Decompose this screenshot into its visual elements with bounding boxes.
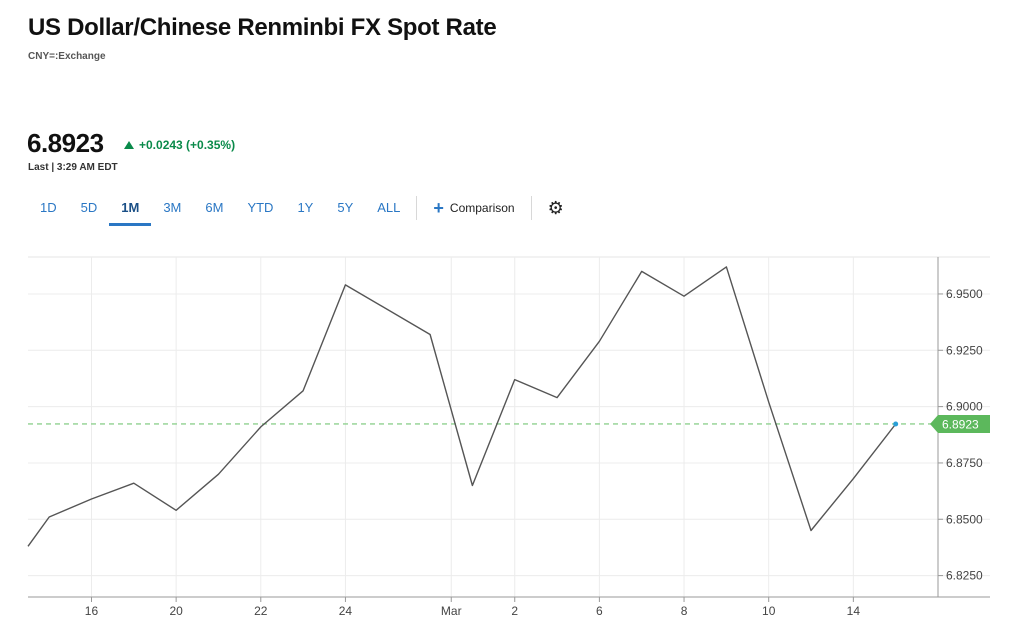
last-value-badge-label: 6.8923 [942,417,979,431]
range-tab-1m[interactable]: 1M [109,190,152,226]
chart-series [27,266,938,547]
range-tab-5d[interactable]: 5D [80,200,98,215]
x-tick-label: 20 [169,604,183,618]
toolbar-divider [416,196,418,220]
y-tick-label: 6.9500 [946,287,983,301]
y-tick-label: 6.8750 [946,456,983,470]
chart-axes: 6.9500 6.9250 6.9000 6.8750 6.8500 6.8250 16 20… [28,257,990,618]
y-tick-label: 6.9000 [946,400,983,414]
comparison-label: Comparison [449,201,515,215]
y-tick-label: 6.9250 [946,343,983,357]
x-tick-label: 6 [596,604,603,618]
x-tick-label: 16 [85,604,99,618]
last-value-badge [930,414,990,433]
comparison-button[interactable]: + Comparison [421,199,526,217]
x-tick-label: 10 [762,604,776,618]
y-tick-label: 6.8500 [946,512,983,526]
x-tick-label: 8 [681,604,688,618]
page-title: US Dollar/Chinese Renminbi FX Spot Rate [28,14,497,41]
price-change-text: +0.0243 (+0.35%) [139,138,236,152]
range-tab-1d[interactable]: 1D [40,200,57,215]
plus-icon: + [433,198,444,218]
range-tab-6m[interactable]: 6M [205,200,224,215]
range-tab-ytd[interactable]: YTD [247,200,274,215]
x-tick-label: 2 [511,604,518,618]
x-tick-label: 14 [847,604,861,618]
range-tab-all[interactable]: ALL [377,200,401,215]
price-line [27,266,897,547]
range-tab-1y[interactable]: 1Y [297,200,314,215]
range-tab-3m[interactable]: 3M [163,200,182,215]
x-tick-label: 24 [339,604,353,618]
chart-last-value-marker: 6.8923 [893,414,990,433]
last-point-dot [893,421,899,427]
last-updated: Last | 3:29 AM EDT [28,162,118,173]
symbol-label: CNY=:Exchange [28,51,106,62]
last-price: 6.8923 [27,128,104,158]
gear-icon[interactable]: ⚙ [547,198,564,218]
range-toolbar: 1D 5D 1M 3M 6M YTD 1Y 5Y ALL + Compariso… [28,190,576,226]
x-tick-label: Mar [441,604,462,618]
toolbar-divider [530,196,532,220]
y-tick-label: 6.8250 [946,569,983,583]
up-arrow-icon [124,141,134,149]
price-change: +0.0243 (+0.35%) [124,138,235,152]
x-tick-label: 22 [254,604,268,618]
range-tab-5y[interactable]: 5Y [337,200,354,215]
chart-grid [28,256,990,597]
